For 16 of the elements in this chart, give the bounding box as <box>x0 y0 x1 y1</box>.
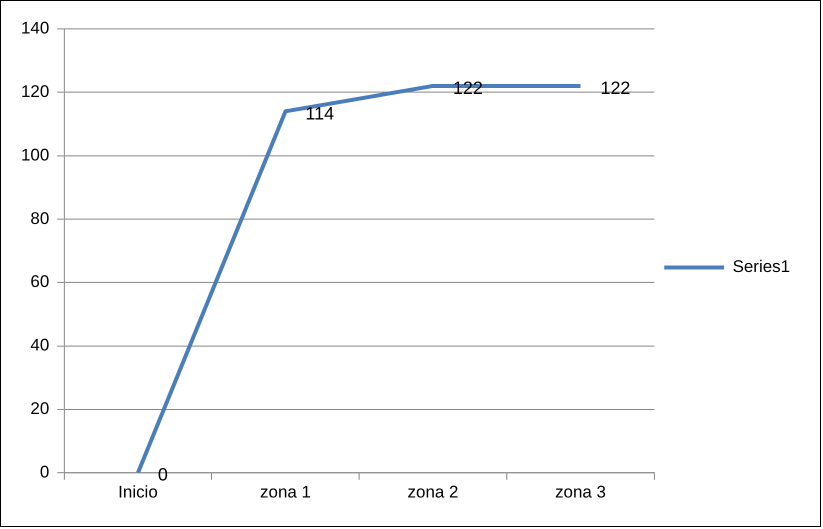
y-tick-label: 60 <box>30 272 50 292</box>
x-tick-label: zona 3 <box>555 482 606 502</box>
y-tick-label: 20 <box>30 399 50 418</box>
legend-label: Series1 <box>732 257 790 276</box>
y-tick-label: 40 <box>30 336 50 355</box>
x-tick-label: Inicio <box>118 482 158 502</box>
y-tick-label: 80 <box>30 208 50 228</box>
x-tick-label: zona 2 <box>408 482 458 502</box>
data-label: 122 <box>600 78 630 98</box>
y-tick-label: 120 <box>20 82 50 101</box>
y-tick-label: 0 <box>40 462 50 482</box>
y-tick-label: 100 <box>20 145 50 164</box>
data-label: 114 <box>305 103 334 124</box>
y-tick-label: 140 <box>20 18 50 38</box>
x-tick-label: zona 1 <box>260 482 311 502</box>
data-label: 0 <box>158 464 168 485</box>
